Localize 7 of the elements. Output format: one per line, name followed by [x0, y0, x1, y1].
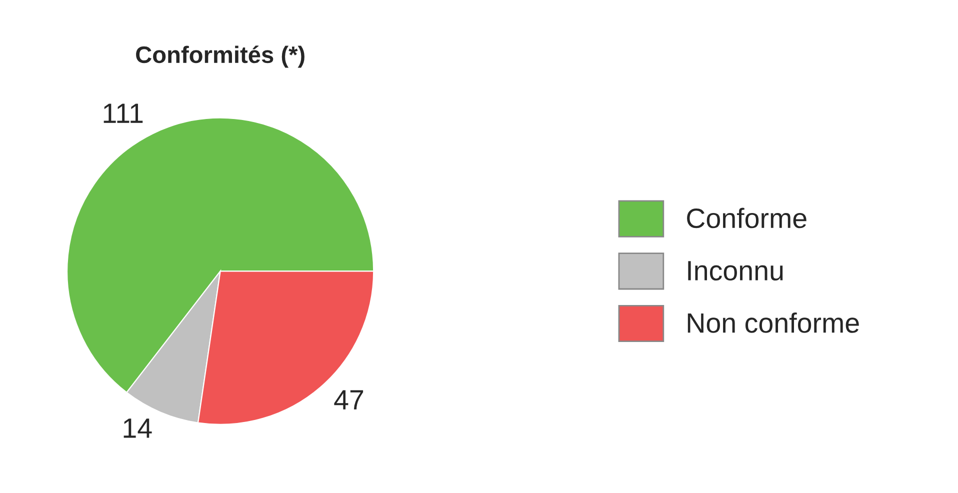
- legend-label: Conforme: [687, 208, 806, 228]
- data-label: 47: [334, 390, 364, 410]
- legend-label: Non conforme: [688, 312, 859, 333]
- data-label: 14: [124, 418, 152, 438]
- chart-title: Conformités (*): [136, 46, 304, 68]
- legend-label: Inconnu: [688, 261, 783, 281]
- data-label: 111: [104, 104, 143, 123]
